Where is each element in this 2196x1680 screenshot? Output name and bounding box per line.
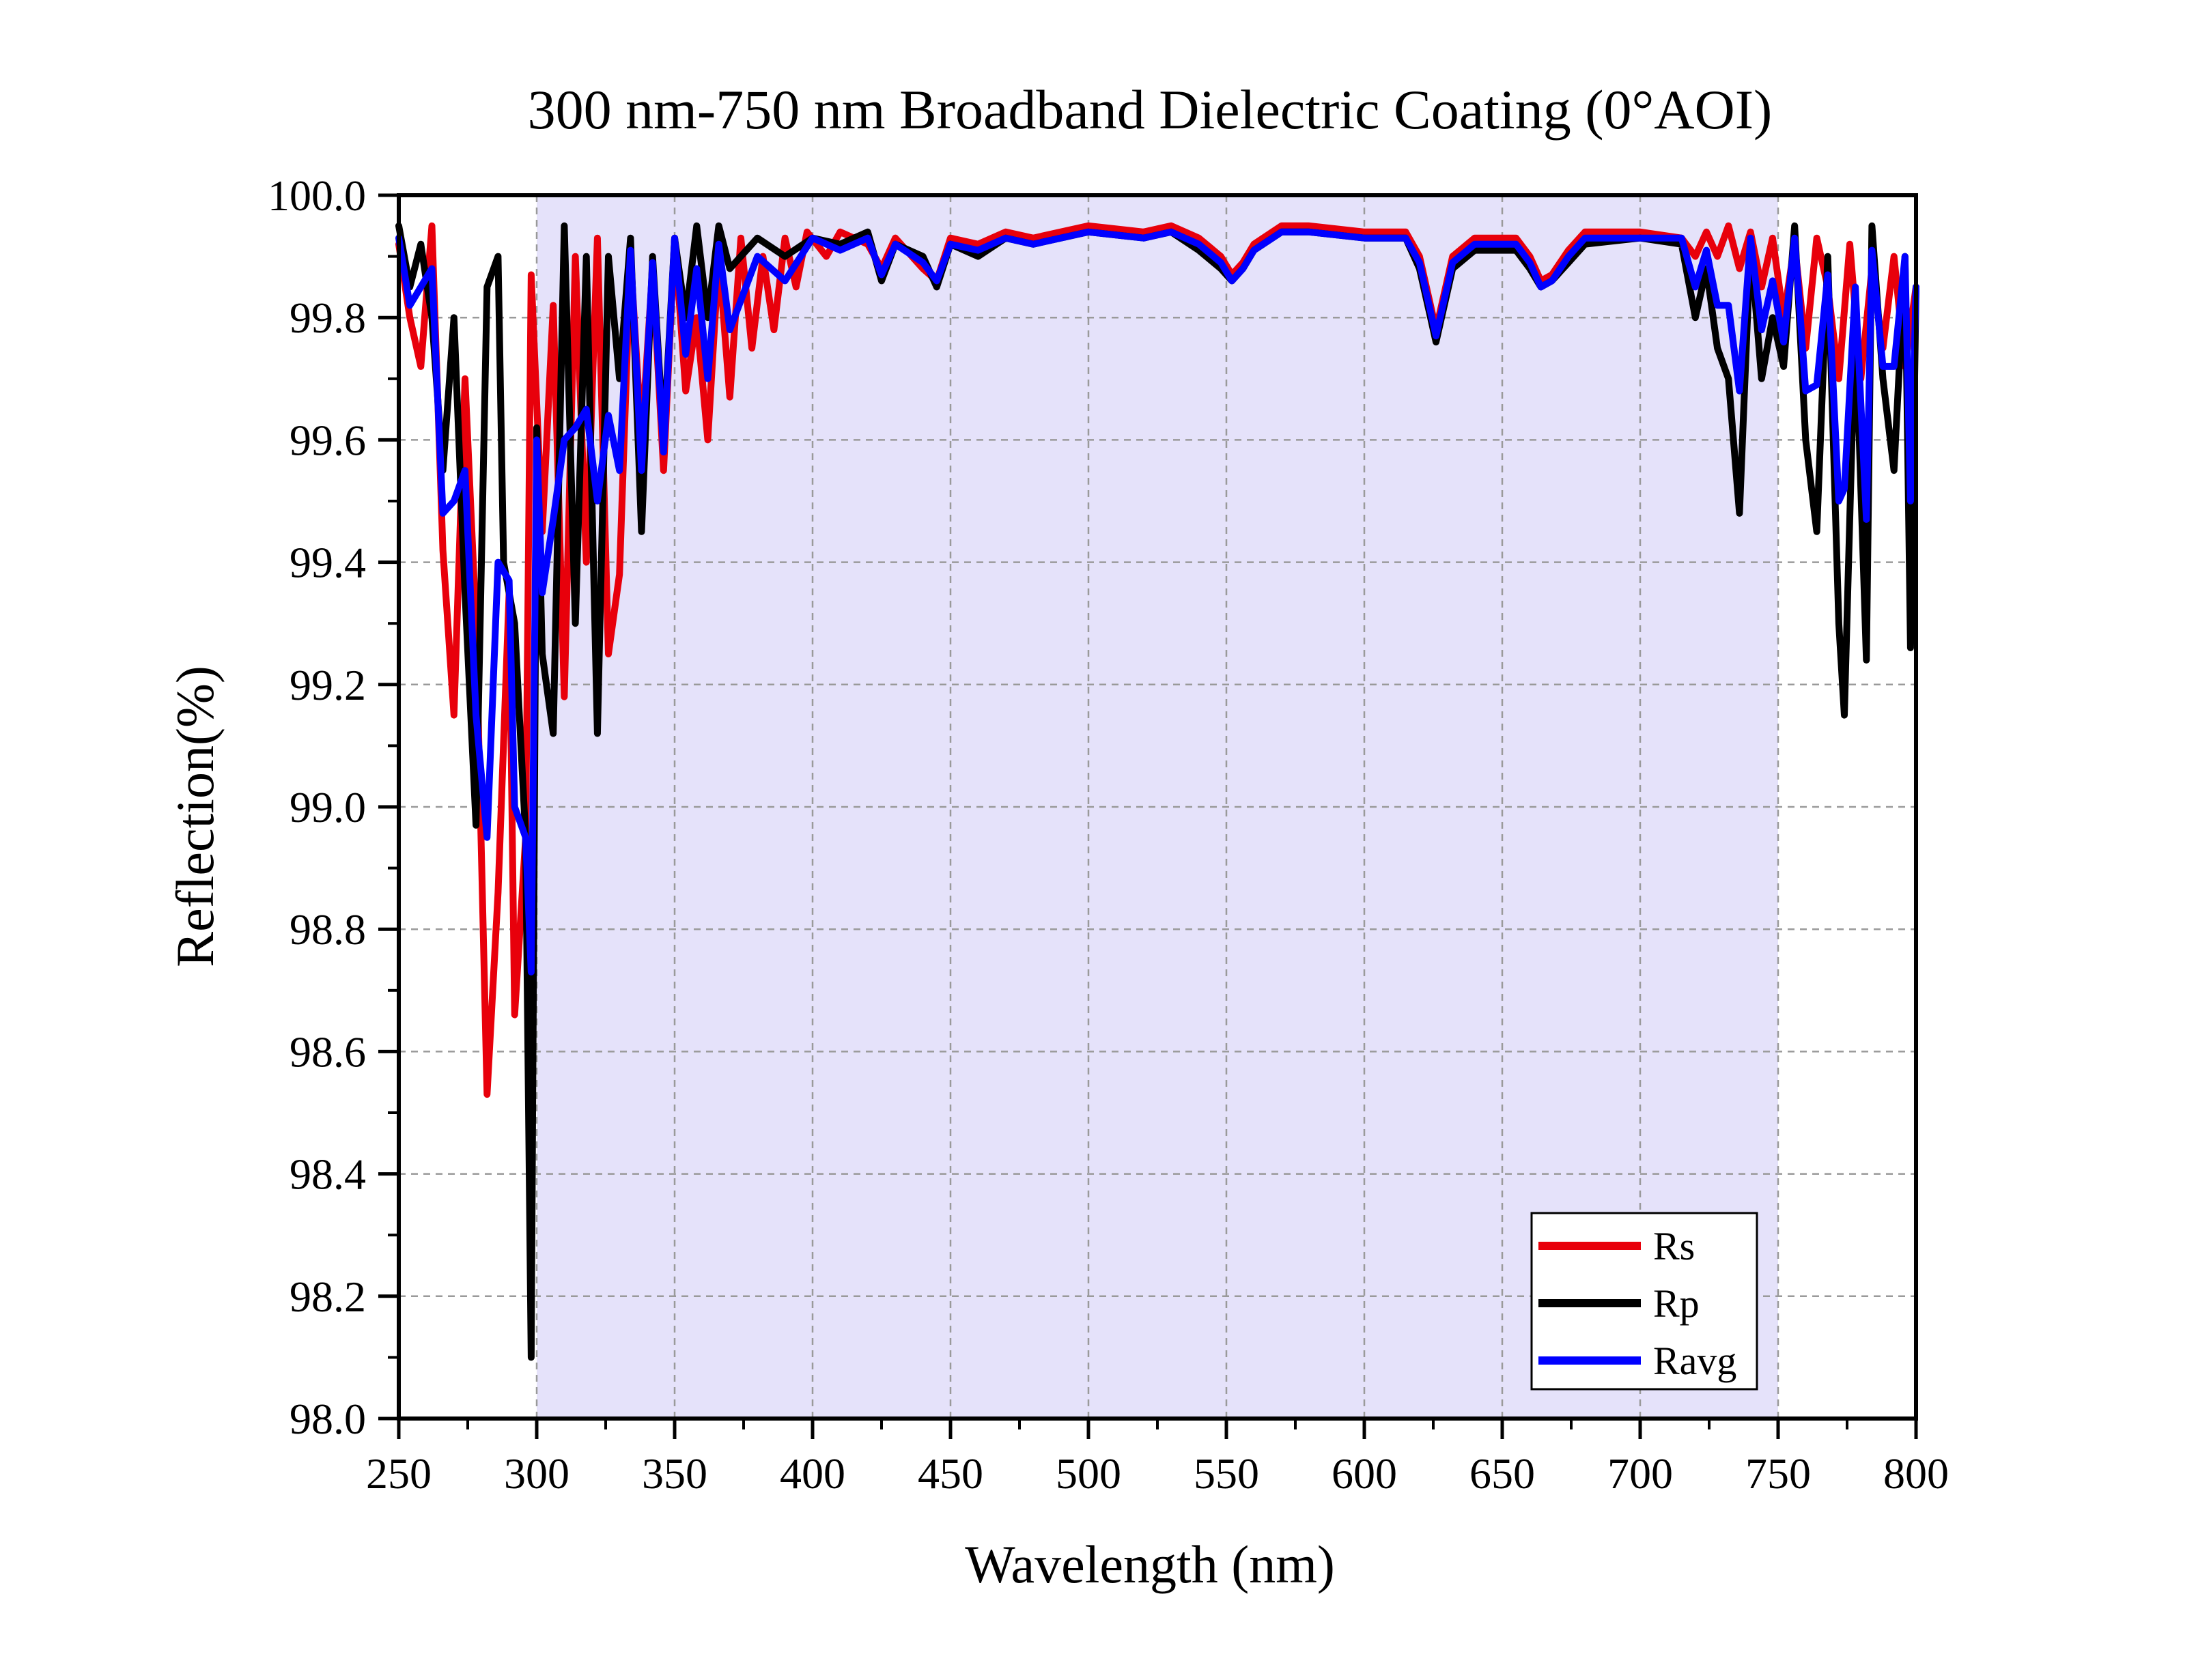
y-tick-label: 99.4 <box>290 539 366 587</box>
y-tick-label: 98.6 <box>290 1027 366 1076</box>
y-tick-label: 98.4 <box>290 1150 366 1199</box>
legend-label-rs: Rs <box>1653 1224 1695 1268</box>
x-tick-label: 700 <box>1607 1449 1673 1498</box>
y-tick-label: 98.8 <box>290 905 366 954</box>
x-tick-label: 300 <box>504 1449 569 1498</box>
y-tick-labels: 98.0 98.2 98.4 98.6 98.8 99.0 99.2 99.4 99.6 99.8… <box>268 171 366 1443</box>
y-tick-label: 99.8 <box>290 294 366 342</box>
y-tick-label: 100.0 <box>268 171 366 220</box>
x-tick-label: 750 <box>1745 1449 1811 1498</box>
x-tick-label: 800 <box>1883 1449 1949 1498</box>
y-axis-label: Reflection(%) <box>165 666 225 967</box>
x-tick-label: 400 <box>780 1449 845 1498</box>
x-axis-label: Wavelength (nm) <box>965 1535 1335 1594</box>
x-tick-label: 350 <box>642 1449 707 1498</box>
legend-label-rp: Rp <box>1653 1281 1700 1326</box>
series-line-rs <box>395 222 1919 1098</box>
y-tick-label: 99.0 <box>290 783 366 831</box>
x-tick-label: 550 <box>1194 1449 1259 1498</box>
legend-label-ravg: Ravg <box>1653 1339 1736 1383</box>
x-tick-label: 500 <box>1056 1449 1121 1498</box>
y-tick-label: 98.0 <box>290 1395 366 1443</box>
axis-ticks <box>378 193 1918 1439</box>
x-tick-label: 250 <box>366 1449 432 1498</box>
x-tick-labels: 250 300 350 400 450 500 550 600 650 700 750 800 <box>366 1449 1949 1498</box>
y-tick-label: 98.2 <box>290 1272 366 1321</box>
series-line-ravg <box>395 228 1919 976</box>
x-tick-label: 600 <box>1332 1449 1397 1498</box>
series-lines <box>395 222 1919 1361</box>
x-tick-label: 650 <box>1469 1449 1535 1498</box>
x-tick-label: 450 <box>918 1449 983 1498</box>
y-tick-label: 99.6 <box>290 416 366 464</box>
legend: Rs Rp Ravg <box>1530 1212 1758 1391</box>
y-tick-label: 99.2 <box>290 661 366 709</box>
chart-title: 300 nm-750 nm Broadband Dielectric Coati… <box>528 79 1773 141</box>
